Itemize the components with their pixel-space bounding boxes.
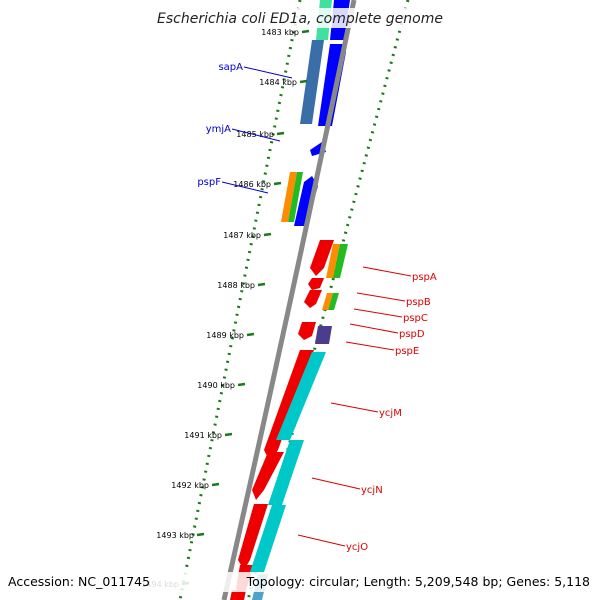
tick-mark [246,332,255,337]
tick-label: 1488 kbp [217,281,255,290]
footer-backdrop [0,572,600,592]
gene-label-pspC[interactable]: pspC [403,313,428,324]
right-gene-labels: pspA pspB pspC pspD pspE ycjM ycjN ycjO [297,266,437,553]
label-leader-line [231,128,281,142]
gene-block [326,244,340,278]
gene-arrow [238,504,268,570]
label-leader-line [311,477,361,490]
inner-dotted-track [178,0,302,600]
gene-block [281,172,297,222]
label-leader-line [362,266,412,277]
gene-arrow [304,290,322,308]
gene-arrow [298,322,316,340]
gene-block [276,352,326,440]
gene-arrow [310,240,334,276]
tick-mark [224,432,233,437]
gene-block [333,244,348,278]
gene-block [322,293,333,310]
tick-label: 1491 kbp [184,431,222,440]
tick-label: 1483 kbp [261,28,299,37]
tick-mark [196,532,205,537]
gene-label-ycjO[interactable]: ycjO [346,542,368,553]
tick-label: 1487 kbp [223,231,261,240]
gene-label-ymjA[interactable]: ymjA [206,124,231,135]
tick-mark [301,29,310,34]
label-leader-line [243,66,293,79]
gene-label-pspA[interactable]: pspA [412,272,437,283]
gene-arrow [252,452,284,500]
genome-stats: Topology: circular; Length: 5,209,548 bp… [246,574,590,589]
map-title: Escherichia coli ED1a, complete genome [157,11,443,27]
gene-label-ycjM[interactable]: ycjM [379,408,402,419]
tick-mark [263,232,272,237]
gene-arrow [230,590,246,600]
gene-block [288,172,303,222]
tick-label: 1486 kbp [233,180,271,189]
gene-label-pspF[interactable]: pspF [197,177,221,188]
genome-backbone [221,0,357,600]
title-backdrop [160,8,440,28]
accession-label: Accession: NC_011745 [8,574,150,589]
gene-block [300,40,324,124]
tick-mark [299,79,308,84]
label-leader-line [345,341,395,351]
tick-label: 1484 kbp [259,78,297,87]
tick-mark [257,282,266,287]
label-leader-line [356,292,406,302]
label-leader-line [353,308,403,318]
label-leader-line [221,181,269,194]
label-leader-line [330,402,379,413]
gene-arrow [308,278,324,290]
label-leader-line [349,323,399,334]
tick-label: 1489 kbp [206,331,244,340]
tick-mark [237,382,246,387]
tick-label: 1492 kbp [171,481,209,490]
gene-block [250,505,286,572]
tick-mark [211,482,220,487]
gene-block [268,440,304,505]
tick-mark [276,131,285,136]
left-gene-labels: sapA ymjA pspF [197,62,293,194]
gene-label-pspD[interactable]: pspD [399,329,425,340]
red-genes [230,240,334,600]
tick-mark [273,181,282,186]
gene-label-ycjN[interactable]: ycjN [361,485,383,496]
tick-label: 1493 kbp [156,531,194,540]
gene-block [315,326,332,344]
tick-label: 1490 kbp [197,381,235,390]
gene-label-pspB[interactable]: pspB [406,297,431,308]
gene-block [328,293,339,310]
gene-label-sapA[interactable]: sapA [218,62,243,73]
gene-label-pspE[interactable]: pspE [395,346,419,357]
label-leader-line [297,534,346,547]
